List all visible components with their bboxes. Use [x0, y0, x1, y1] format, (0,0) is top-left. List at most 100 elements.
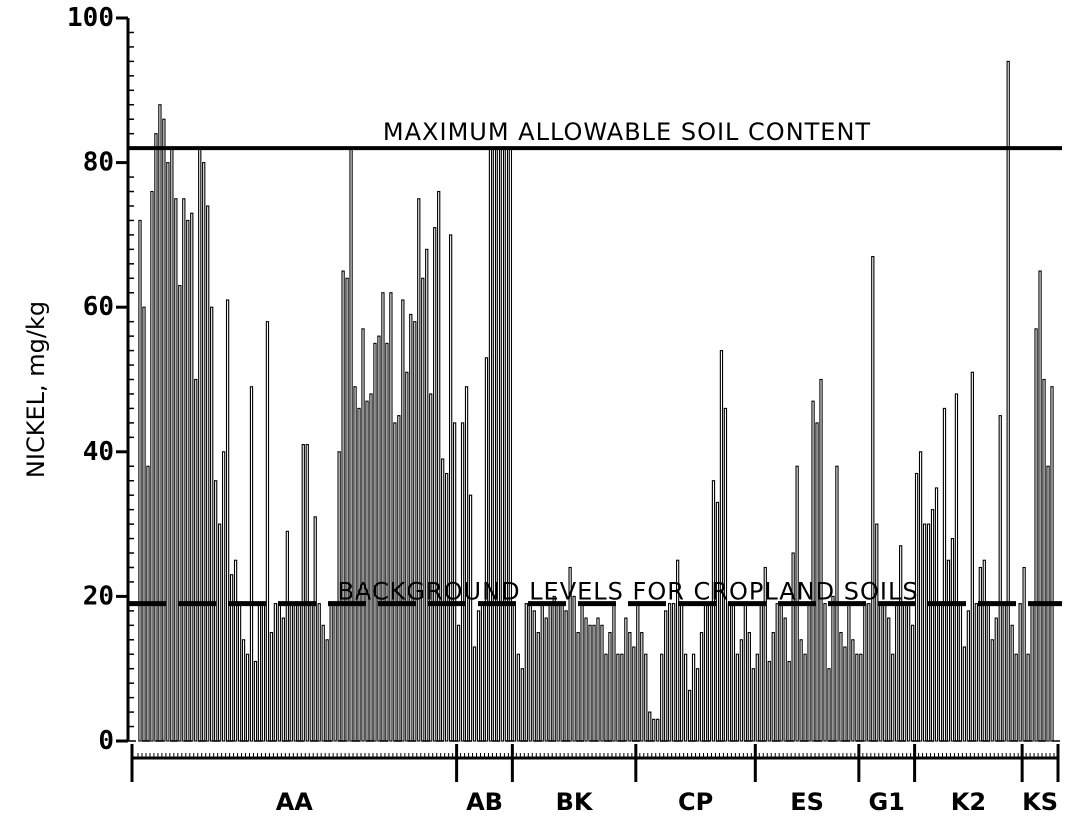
y-axis-label: NICKEL, mg/kg [22, 301, 50, 478]
bar [695, 668, 700, 742]
bar [691, 653, 696, 742]
bar [325, 639, 329, 742]
bar [592, 624, 596, 742]
bars-layer [128, 60, 1066, 742]
bar [668, 603, 672, 742]
bar [624, 617, 628, 742]
bar [361, 328, 365, 742]
bar [584, 617, 588, 742]
bar [512, 603, 517, 742]
bar [747, 631, 751, 742]
y-tick-label: 40 [83, 437, 114, 467]
bar [556, 603, 560, 742]
bar [771, 631, 775, 742]
bar [966, 610, 971, 742]
bar [731, 603, 736, 742]
bar [859, 653, 863, 742]
bar [484, 357, 489, 742]
bar [214, 480, 218, 742]
bar [198, 147, 202, 742]
bar [468, 494, 473, 742]
bar [417, 198, 421, 742]
bar [437, 190, 441, 742]
bar [309, 603, 313, 742]
bar [998, 415, 1002, 742]
bar [978, 566, 982, 742]
bar [903, 603, 907, 742]
y-tick-label: 60 [83, 292, 114, 322]
bar [182, 198, 186, 742]
bar [269, 631, 274, 742]
bar [190, 212, 194, 742]
bar [237, 603, 242, 742]
bar [194, 378, 198, 742]
x-group-label: AB [466, 788, 503, 816]
x-group-label: G1 [868, 788, 904, 816]
bar [225, 299, 230, 742]
bar [652, 718, 656, 742]
bar [433, 227, 437, 742]
bar [492, 147, 497, 742]
bar [719, 350, 724, 742]
bar [532, 610, 536, 742]
bar [1042, 378, 1046, 742]
bar [926, 523, 931, 742]
bar [660, 653, 664, 742]
bar [369, 393, 373, 742]
bar [930, 509, 935, 742]
max-allowable-label: MAXIMUM ALLOWABLE SOIL CONTENT [383, 118, 871, 146]
x-axis: AA AB BK CP ES G1 K2 KS [130, 744, 1060, 816]
y-tick-label: 20 [83, 581, 114, 611]
bar [210, 306, 214, 742]
bar [986, 603, 990, 742]
bar [656, 718, 660, 742]
bar [305, 444, 309, 742]
bar [910, 624, 915, 742]
bar [253, 660, 258, 742]
bar [560, 603, 564, 742]
bar [313, 516, 317, 742]
bar [699, 631, 704, 742]
bar [855, 653, 859, 742]
bar [707, 603, 712, 742]
bar [365, 400, 369, 742]
bar [831, 595, 835, 742]
bar [500, 147, 505, 742]
bar [333, 603, 337, 742]
bar [767, 660, 771, 742]
bar [429, 393, 433, 742]
bar [1006, 60, 1010, 742]
bar [632, 646, 636, 742]
bar [620, 653, 624, 742]
bar [409, 313, 413, 742]
bar [413, 321, 417, 742]
bar [664, 610, 668, 742]
bar [644, 653, 648, 742]
bar [811, 400, 815, 742]
bar [823, 603, 827, 742]
bar [548, 603, 552, 742]
bar [229, 574, 234, 742]
bar [281, 617, 286, 742]
bar [524, 603, 528, 742]
bar [596, 617, 600, 742]
bar [727, 603, 732, 742]
bar [162, 118, 166, 742]
bar [887, 617, 891, 742]
bar [564, 610, 568, 742]
bar [174, 198, 178, 742]
bar [389, 292, 393, 742]
bar [739, 639, 744, 742]
bar [265, 321, 270, 742]
y-tick-label: 0 [98, 726, 114, 756]
bar [863, 603, 867, 742]
bar [460, 422, 465, 742]
bar [1038, 270, 1042, 742]
bar [448, 234, 453, 742]
bar [847, 603, 851, 742]
bar [245, 653, 250, 742]
bar [875, 523, 879, 742]
bar [321, 624, 325, 742]
bar [648, 711, 652, 742]
